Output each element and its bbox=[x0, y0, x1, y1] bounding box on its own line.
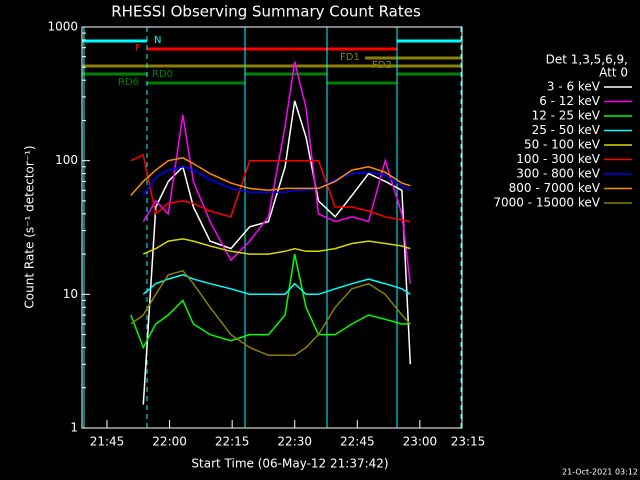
x-tick-label: 23:00 bbox=[403, 435, 438, 449]
legend-label: 300 - 800 keV bbox=[516, 167, 600, 181]
y-tick-label: 1000 bbox=[47, 20, 78, 34]
legend-header: Att 0 bbox=[599, 66, 628, 80]
x-tick-label: 21:45 bbox=[90, 435, 125, 449]
legend-label: 25 - 50 keV bbox=[532, 123, 601, 137]
series-line bbox=[142, 238, 411, 255]
series-line bbox=[130, 154, 411, 223]
flag-label: N bbox=[154, 35, 161, 46]
legend-label: 800 - 7000 keV bbox=[509, 181, 601, 195]
flag-markers bbox=[83, 27, 462, 428]
flag-label: F bbox=[135, 43, 141, 54]
legend-label: 50 - 100 keV bbox=[524, 138, 601, 152]
x-tick-label: 22:15 bbox=[215, 435, 250, 449]
y-tick-label: 10 bbox=[63, 287, 78, 301]
plot-frame bbox=[81, 26, 463, 429]
y-tick-label: 100 bbox=[55, 153, 78, 167]
series-line bbox=[130, 157, 411, 196]
x-tick-label: 22:45 bbox=[340, 435, 375, 449]
x-tick-label: 22:30 bbox=[277, 435, 312, 449]
series-line bbox=[142, 61, 412, 284]
y-axis-label: Count Rate (s⁻¹ detector⁻¹) bbox=[23, 145, 37, 308]
series-line bbox=[142, 166, 411, 196]
legend-label: 6 - 12 keV bbox=[539, 94, 601, 108]
legend-label: 100 - 300 keV bbox=[516, 152, 600, 166]
legend-label: 3 - 6 keV bbox=[547, 80, 601, 94]
x-tick-label: 22:00 bbox=[152, 435, 187, 449]
legend-label: 12 - 25 keV bbox=[532, 109, 601, 123]
flag-label: RD6 bbox=[118, 77, 139, 88]
y-tick-label: 1 bbox=[70, 421, 78, 435]
flag-label: FD2 bbox=[372, 60, 392, 71]
x-axis-label: Start Time (06-May-12 21:37:42) bbox=[191, 457, 388, 471]
flag-label: RD0 bbox=[152, 69, 173, 80]
chart-title: RHESSI Observing Summary Count Rates bbox=[111, 3, 421, 21]
x-tick-label: 23:15 bbox=[451, 435, 486, 449]
series-line bbox=[130, 253, 411, 350]
footer: 21-Oct-2021 03:12 bbox=[562, 468, 638, 477]
series-line bbox=[130, 269, 411, 357]
legend-header: Det 1,3,5,6,9, bbox=[546, 53, 628, 67]
flag-label: FD1 bbox=[340, 52, 360, 63]
series-line bbox=[142, 274, 411, 296]
legend-label: 7000 - 15000 keV bbox=[493, 196, 600, 210]
flag-lines bbox=[82, 39, 461, 85]
